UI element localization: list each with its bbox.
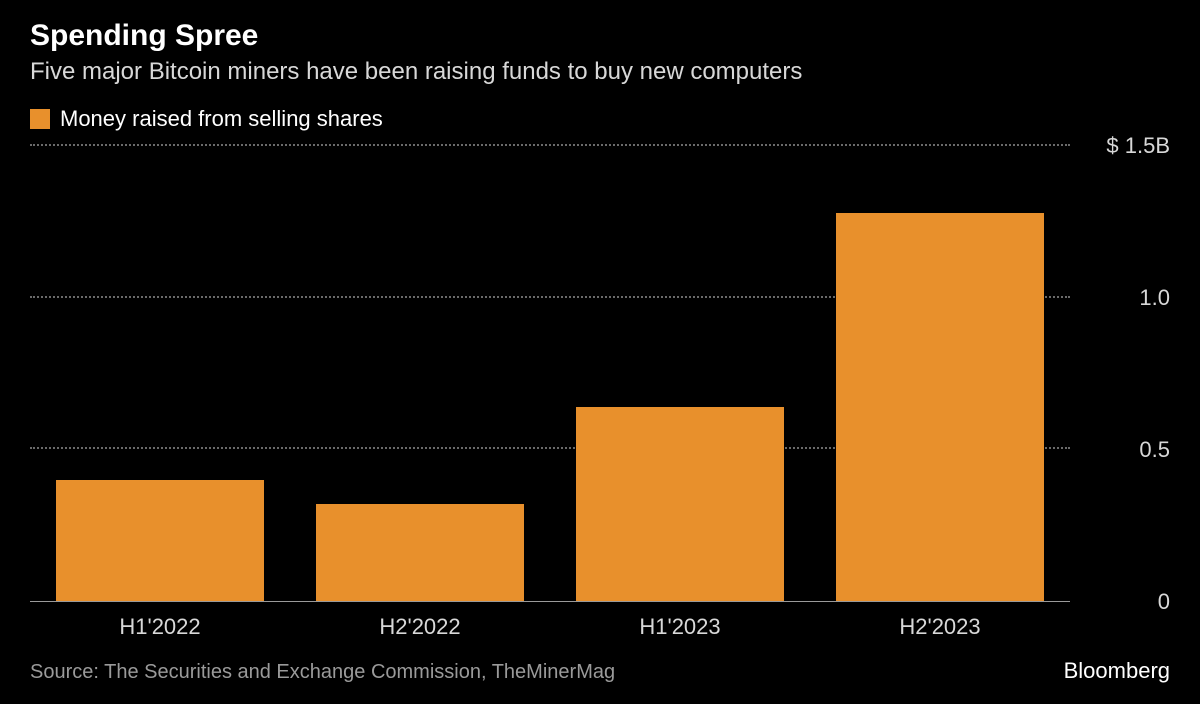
- x-tick-label: H2'2022: [379, 614, 460, 640]
- y-tick-label: 1.0: [1139, 285, 1170, 311]
- y-tick-label: 0.5: [1139, 437, 1170, 463]
- legend: Money raised from selling shares: [30, 106, 1170, 132]
- footer: Source: The Securities and Exchange Comm…: [30, 658, 1170, 684]
- bar: [576, 407, 784, 601]
- x-tick-label: H2'2023: [899, 614, 980, 640]
- brand-label: Bloomberg: [1064, 658, 1170, 684]
- y-axis: 00.51.0$ 1.5B: [1070, 146, 1170, 602]
- bar: [836, 213, 1044, 601]
- plot-area: [30, 146, 1070, 602]
- chart-title: Spending Spree: [30, 18, 1170, 54]
- bar: [316, 504, 524, 601]
- plot: 00.51.0$ 1.5B H1'2022H2'2022H1'2023H2'20…: [30, 146, 1170, 650]
- y-tick-label: 0: [1158, 589, 1170, 615]
- gridline: [30, 144, 1070, 146]
- y-tick-label: $ 1.5B: [1106, 133, 1170, 159]
- bar: [56, 480, 264, 601]
- x-axis: H1'2022 H2'2022 H1'2023 H2'2023: [30, 602, 1070, 650]
- legend-swatch: [30, 109, 50, 129]
- chart-subtitle: Five major Bitcoin miners have been rais…: [30, 58, 1170, 86]
- x-tick-label: H1'2022: [119, 614, 200, 640]
- source-text: Source: The Securities and Exchange Comm…: [30, 661, 615, 684]
- x-tick-label: H1'2023: [639, 614, 720, 640]
- legend-label: Money raised from selling shares: [60, 106, 383, 132]
- chart-container: Spending Spree Five major Bitcoin miners…: [0, 0, 1200, 704]
